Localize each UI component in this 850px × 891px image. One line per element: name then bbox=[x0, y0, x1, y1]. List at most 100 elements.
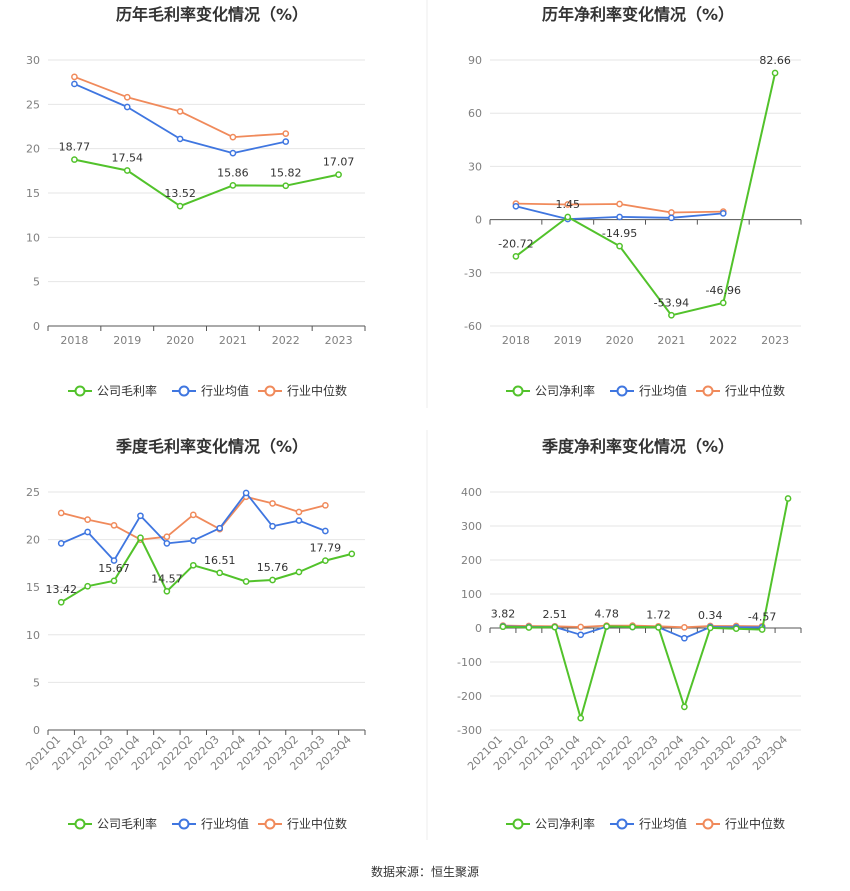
chart2-legend-label-2: 行业中位数 bbox=[725, 383, 785, 398]
chart2-legend-label-1: 行业均值 bbox=[639, 383, 687, 398]
chart1-x-tick-label-0: 2018 bbox=[60, 334, 88, 347]
chart3-legend-marker-2 bbox=[264, 818, 276, 830]
chart2-y-tick-label-5: 90 bbox=[468, 54, 482, 67]
chart2-data-label-3: -53.94 bbox=[654, 296, 689, 309]
chart3-legend-label-0: 公司毛利率 bbox=[97, 816, 157, 831]
chart3-series-1-line bbox=[60, 492, 326, 562]
chart1-series-2-point-3 bbox=[229, 133, 237, 141]
chart1-series-2-point-0 bbox=[71, 73, 78, 81]
chart3-data-label-4: 14.57 bbox=[151, 572, 183, 585]
chart3-series-2-point-9 bbox=[295, 508, 303, 516]
chart4-series-0-point-7 bbox=[681, 703, 688, 711]
chart3-y-tick-label-2: 10 bbox=[26, 629, 40, 642]
chart2-x-tick-label-1: 2019 bbox=[554, 334, 582, 347]
chart1-y-tick-label-3: 15 bbox=[26, 187, 40, 200]
chart2-x-tick-label-3: 2021 bbox=[657, 334, 685, 347]
chart2-series-1-point-4 bbox=[719, 210, 727, 217]
chart2-x-tick-label-0: 2018 bbox=[502, 334, 530, 347]
chart3-series-1-point-9 bbox=[295, 517, 303, 524]
chart3-series-2-point-4 bbox=[163, 533, 171, 541]
chart4-y-tick-label-1: -200 bbox=[457, 690, 482, 703]
source-note: 数据来源：恒生聚源 bbox=[371, 864, 479, 879]
chart4-series-0-point-1 bbox=[525, 624, 533, 631]
chart1-data-label-0: 18.77 bbox=[59, 141, 91, 154]
chart3-series-1-point-1 bbox=[84, 528, 91, 536]
chart3-series-2-point-10 bbox=[322, 501, 329, 509]
chart1-y-tick-label-6: 30 bbox=[26, 54, 40, 67]
chart4-y-tick-label-5: 200 bbox=[461, 554, 482, 567]
chart3-series-2-point-0 bbox=[57, 509, 65, 517]
chart2-data-label-2: -14.95 bbox=[602, 227, 637, 240]
chart4-legend-marker-2 bbox=[702, 818, 714, 830]
chart1-y-tick-label-0: 0 bbox=[33, 320, 40, 333]
chart1-series-0-point-2 bbox=[176, 202, 184, 210]
chart2-series-1-point-3 bbox=[668, 214, 675, 222]
chart2-data-label-0: -20.72 bbox=[498, 237, 533, 250]
chart2-data-label-1: 1.45 bbox=[556, 198, 581, 211]
chart3-series-2-point-8 bbox=[269, 500, 276, 507]
chart4-y-tick-label-0: -300 bbox=[457, 724, 482, 737]
chart4-legend-label-2: 行业中位数 bbox=[725, 816, 785, 831]
chart1-legend-label-0: 公司毛利率 bbox=[97, 383, 157, 398]
chart2-series-0-point-4 bbox=[719, 299, 727, 307]
chart4-series-0-line bbox=[502, 498, 789, 720]
chart3-y-tick-label-5: 25 bbox=[26, 486, 40, 499]
chart4-series-2-point-3 bbox=[577, 623, 585, 631]
chart1-data-label-4: 15.82 bbox=[270, 167, 302, 180]
chart3-data-label-10: 17.79 bbox=[310, 542, 342, 555]
chart3-series-1-point-8 bbox=[269, 522, 276, 530]
chart3-legend-label-1: 行业均值 bbox=[201, 816, 249, 831]
chart4-legend-marker-0 bbox=[512, 818, 524, 830]
chart1-series-0-point-4 bbox=[282, 182, 290, 190]
chart3-data-label-6: 16.51 bbox=[204, 554, 236, 567]
chart4-series-2-point-7 bbox=[681, 623, 688, 631]
chart3-series-1-point-3 bbox=[137, 512, 144, 520]
chart4-legend-label-1: 行业均值 bbox=[639, 816, 687, 831]
chart3-series-1-point-10 bbox=[322, 527, 329, 535]
chart4-series-0-point-4 bbox=[603, 623, 610, 630]
chart3-series-0-point-6 bbox=[216, 569, 224, 577]
chart4-legend-label-0: 公司净利率 bbox=[535, 816, 595, 831]
chart3-series-0-line bbox=[60, 536, 353, 604]
chart1-y-tick-label-2: 10 bbox=[26, 231, 40, 244]
chart3-series-0-point-9 bbox=[295, 568, 303, 576]
chart1-x-tick-label-5: 2023 bbox=[325, 334, 353, 347]
chart1-series-2-point-2 bbox=[176, 108, 184, 115]
chart4-series-0-point-0 bbox=[499, 623, 507, 631]
chart2-x-tick-label-4: 2022 bbox=[709, 334, 737, 347]
chart3-series-0-point-11 bbox=[348, 550, 356, 558]
chart4-series-0-point-2 bbox=[551, 623, 559, 631]
chart4-series-0-point-8 bbox=[706, 624, 714, 632]
chart2-series-2-point-1 bbox=[564, 201, 572, 208]
chart2-y-tick-label-4: 60 bbox=[468, 107, 482, 120]
chart1-y-tick-label-1: 5 bbox=[33, 276, 40, 289]
chart4-data-label-6: 1.72 bbox=[646, 608, 671, 621]
chart1-series-1-point-0 bbox=[71, 80, 78, 88]
chart3-series-0-point-8 bbox=[269, 576, 276, 584]
chart3-data-label-2: 15.67 bbox=[98, 562, 130, 575]
chart1-series-0-point-1 bbox=[123, 167, 131, 174]
chart4-data-label-4: 4.78 bbox=[594, 607, 619, 620]
chart3-y-tick-label-3: 15 bbox=[26, 581, 40, 594]
chart2-legend-marker-0 bbox=[512, 385, 524, 397]
chart2-y-tick-label-2: 0 bbox=[475, 214, 482, 227]
chart1-series-1-point-2 bbox=[176, 135, 184, 143]
chart1-series-1-point-1 bbox=[123, 103, 131, 111]
chart1-x-tick-label-1: 2019 bbox=[113, 334, 141, 347]
chart2-legend-label-0: 公司净利率 bbox=[535, 383, 595, 398]
chart3-data-label-8: 15.76 bbox=[257, 561, 289, 574]
chart3-series-0-point-5 bbox=[189, 561, 197, 569]
chart4-y-tick-label-7: 400 bbox=[461, 486, 482, 499]
chart4-series-0-point-6 bbox=[655, 624, 662, 631]
chart3-series-0-point-1 bbox=[84, 582, 91, 590]
chart1-series-1-point-3 bbox=[229, 149, 237, 157]
chart2-y-tick-label-3: 30 bbox=[468, 160, 482, 173]
chart4-series-1-point-3 bbox=[577, 631, 585, 639]
chart1-y-tick-label-4: 20 bbox=[26, 143, 40, 156]
chart4-data-label-10: -4.57 bbox=[748, 611, 776, 624]
chart1-series-0-line bbox=[74, 158, 339, 208]
chart3-series-1-point-7 bbox=[242, 489, 250, 497]
chart4-series-0-point-10 bbox=[758, 626, 766, 633]
chart3-series-1-point-2 bbox=[110, 557, 118, 564]
chart2-series-0-point-5 bbox=[771, 69, 779, 77]
